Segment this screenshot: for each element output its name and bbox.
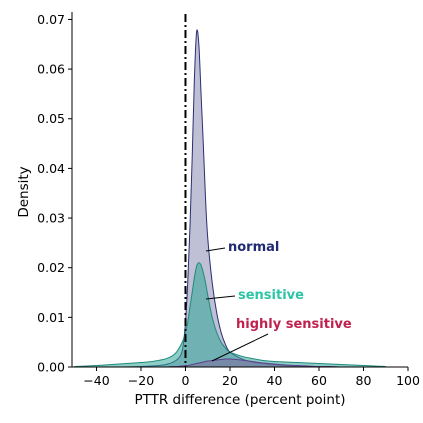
annotation-label-highly-sensitive: highly sensitive — [236, 317, 352, 332]
x-tick-label: 20 — [222, 373, 238, 388]
x-tick-label: 40 — [267, 373, 283, 388]
y-tick-label: 0.07 — [37, 12, 65, 27]
x-tick-label: 0 — [182, 373, 190, 388]
y-tick-label: 0.00 — [37, 360, 65, 375]
x-tick-label: −20 — [128, 373, 154, 388]
y-axis-title: Density — [16, 166, 32, 217]
series-area-highly-sensitive — [74, 358, 386, 367]
series-line-sensitive — [74, 262, 386, 367]
x-tick-label: 60 — [311, 373, 327, 388]
annotation-leader-sensitive — [205, 295, 236, 300]
y-tick-label: 0.03 — [37, 211, 65, 226]
annotation-label-normal: normal — [228, 240, 279, 255]
x-tick-label: 100 — [396, 373, 420, 388]
x-tick-label: 80 — [356, 373, 372, 388]
y-tick-label: 0.04 — [37, 161, 65, 176]
y-tick-label: 0.06 — [37, 62, 65, 77]
y-tick-label: 0.02 — [37, 260, 65, 275]
annotation-leader-normal — [205, 247, 226, 252]
x-tick-label: −40 — [83, 373, 109, 388]
annotation-leader-highly-sensitive — [211, 333, 269, 362]
annotation-label-sensitive: sensitive — [238, 288, 304, 303]
annotation-layer: normal sensitive highly sensitive — [205, 240, 352, 362]
series-area-sensitive — [74, 262, 386, 367]
axis-layer: −40 −20 0 20 40 60 80 100 0.00 0.01 0.02 0.03 0.04 0.… — [37, 12, 420, 388]
y-tick-label: 0.01 — [37, 310, 65, 325]
x-axis-title: PTTR difference (percent point) — [134, 392, 345, 408]
y-tick-label: 0.05 — [37, 111, 65, 126]
